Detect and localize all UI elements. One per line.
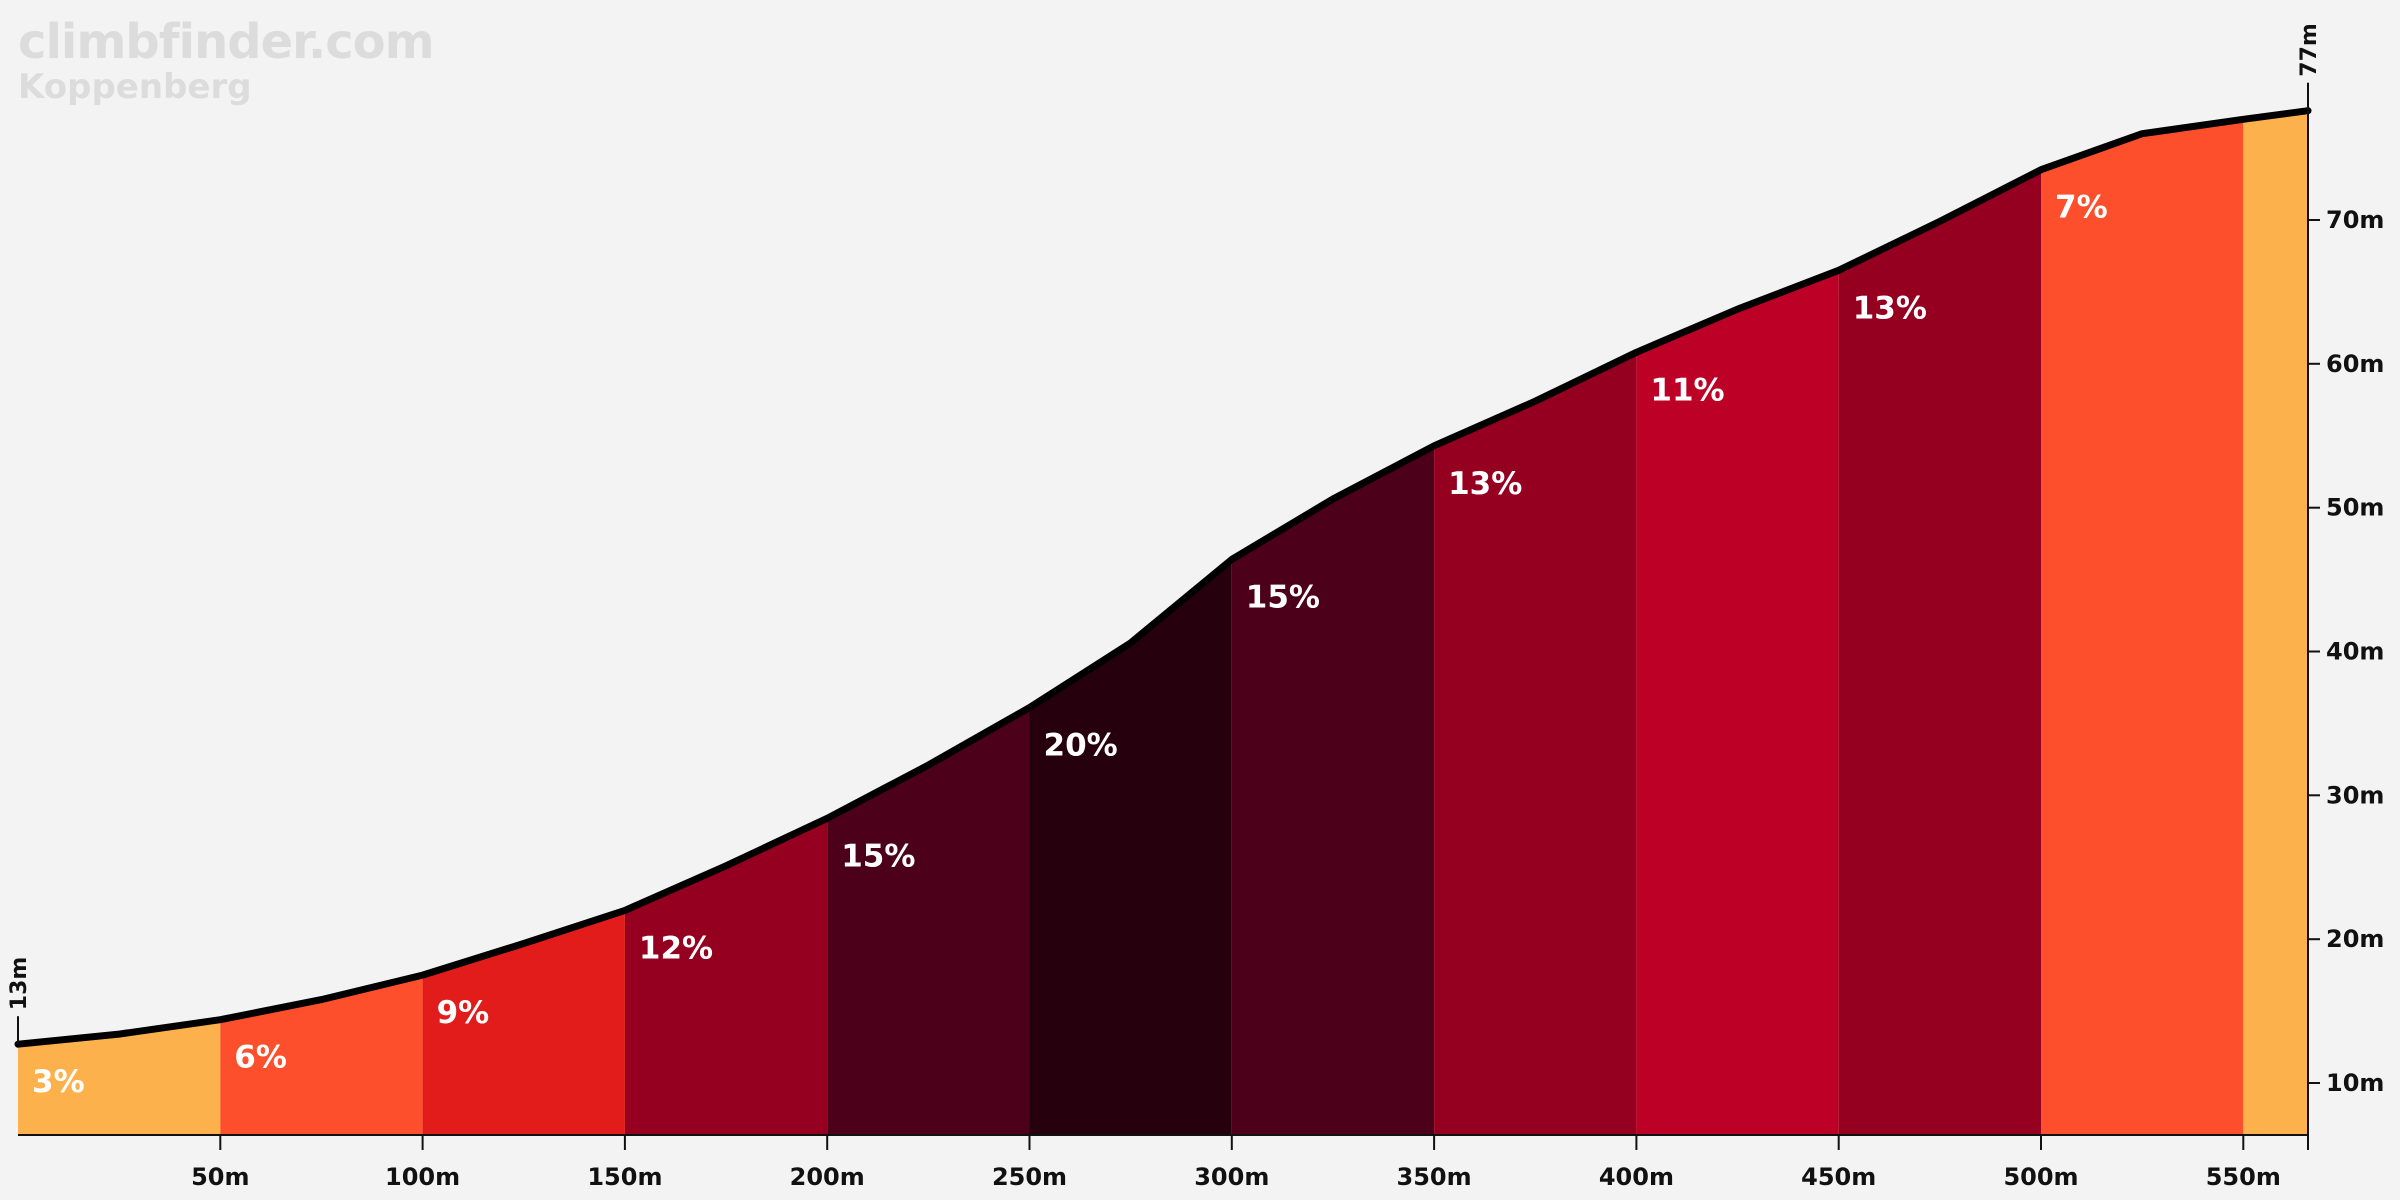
x-tick-label-4: 250m [992, 1163, 1067, 1191]
y-tick-label-1: 20m [2326, 925, 2384, 953]
watermark: climbfinder.com Koppenberg [18, 14, 435, 107]
grade-label-6: 15% [1246, 579, 1320, 615]
x-tick-label-3: 200m [790, 1163, 865, 1191]
watermark-brand: climbfinder.com [18, 14, 434, 70]
x-tick-label-8: 450m [1801, 1163, 1876, 1191]
y-tick-label-2: 30m [2326, 781, 2384, 809]
x-tick-label-9: 500m [2003, 1163, 2078, 1191]
y-tick-label-0: 10m [2326, 1069, 2384, 1097]
x-tick-label-0: 50m [191, 1163, 249, 1191]
elevation-profile [14, 107, 2312, 1048]
grade-segments [18, 110, 2308, 1135]
grade-segment-8 [1636, 270, 1839, 1134]
grade-segment-10 [2041, 119, 2244, 1135]
grade-label-10: 7% [2055, 190, 2108, 226]
grade-label-4: 15% [841, 838, 915, 874]
grade-segment-11 [2243, 110, 2308, 1134]
grade-label-0: 3% [32, 1064, 85, 1100]
grade-segment-0 [18, 1019, 221, 1134]
x-tick-label-7: 400m [1599, 1163, 1674, 1191]
y-tick-label-3: 40m [2326, 638, 2384, 666]
grade-labels: 3% 6% 9% 12% 15% 20% 15% 13% 11% 13% 7% [32, 190, 2108, 1100]
x-tick-label-2: 150m [587, 1163, 662, 1191]
y-tick-label-5: 60m [2326, 350, 2384, 378]
grade-segment-7 [1434, 352, 1637, 1134]
grade-segment-5 [1029, 559, 1232, 1134]
y-tick-label-6: 70m [2326, 206, 2384, 234]
grade-segment-9 [1838, 169, 2041, 1134]
grade-label-9: 13% [1853, 290, 1927, 326]
x-tick-label-6: 350m [1397, 1163, 1472, 1191]
watermark-subtitle: Koppenberg [18, 67, 252, 107]
grade-label-5: 20% [1044, 728, 1118, 764]
grade-segment-1 [220, 975, 423, 1134]
grade-label-8: 11% [1650, 372, 1724, 408]
grade-label-3: 12% [639, 930, 713, 966]
grade-segment-3 [624, 818, 828, 1134]
grade-segment-6 [1231, 445, 1435, 1134]
start-elevation-label: 13m [7, 957, 32, 1011]
x-tick-label-1: 100m [385, 1163, 460, 1191]
axes: 50m 100m 150m 200m 250m 300m 350m 400m 450m 500m 5… [7, 23, 2384, 1191]
end-elevation-label: 77m [2297, 23, 2322, 77]
x-tick-label-5: 300m [1194, 1163, 1269, 1191]
grade-segment-2 [422, 910, 625, 1134]
y-tick-label-4: 50m [2326, 494, 2384, 522]
elevation-line [14, 107, 2312, 1048]
grade-label-1: 6% [234, 1040, 287, 1076]
grade-segment-4 [827, 707, 1030, 1134]
x-tick-label-10: 550m [2206, 1163, 2281, 1191]
grade-label-2: 9% [437, 995, 490, 1031]
grade-label-7: 13% [1448, 466, 1522, 502]
